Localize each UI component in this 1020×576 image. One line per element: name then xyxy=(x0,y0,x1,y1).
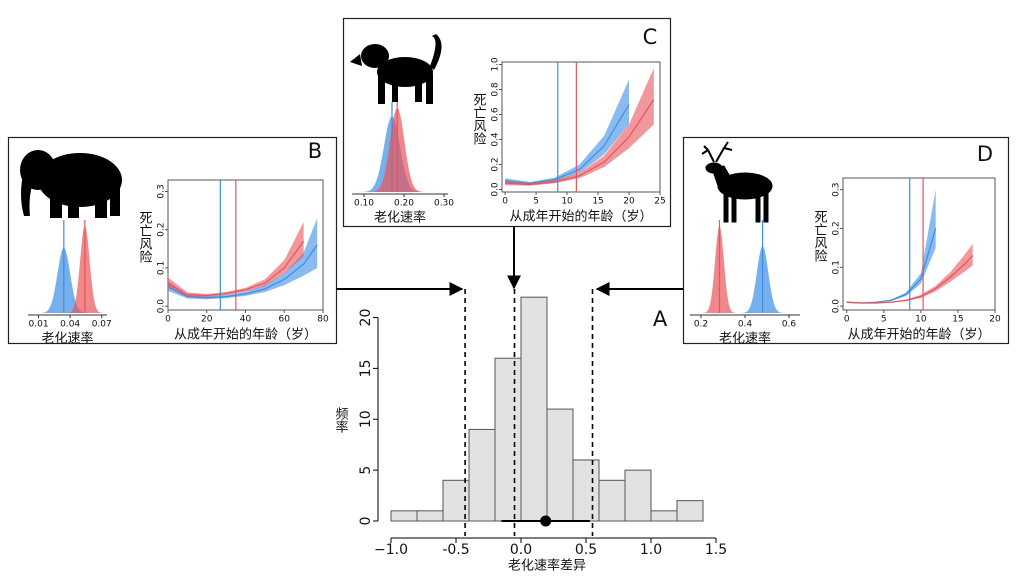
x-tick-label: 10 xyxy=(561,197,573,207)
x-tick-label: 0 xyxy=(844,315,850,325)
x-axis-label: 从成年开始的年龄（岁） xyxy=(509,209,652,225)
x-tick-label: 0.6 xyxy=(782,320,797,330)
x-tick-label: 0.04 xyxy=(60,320,80,330)
x-tick-label: 0.07 xyxy=(92,320,112,330)
y-tick-label: 0.2 xyxy=(491,157,501,171)
y-axis-label: 死亡风险 xyxy=(471,93,487,145)
x-tick-label: 15 xyxy=(592,197,603,207)
y-tick-label: 0.1 xyxy=(832,260,842,274)
x-tick-label: 60 xyxy=(279,315,291,325)
histogram-bar xyxy=(390,510,418,522)
x-tick-label: 5 xyxy=(881,315,887,325)
panel-letter: B xyxy=(308,139,322,163)
confidence-band xyxy=(168,218,318,300)
mortality-line xyxy=(505,104,630,184)
histogram-bar xyxy=(624,469,652,522)
x-tick-label: 0.01 xyxy=(29,320,49,330)
density-curve xyxy=(690,226,800,313)
x-tick-label: 40 xyxy=(240,315,252,325)
y-tick-label: 0.3 xyxy=(832,182,842,196)
mortality-line xyxy=(846,255,974,304)
y-axis-label: 死亡风险 xyxy=(137,211,153,263)
confidence-band xyxy=(505,79,630,185)
histogram-bar xyxy=(416,510,444,522)
density-curve xyxy=(28,247,107,313)
y-tick-label: 0.3 xyxy=(157,184,167,198)
plot-frame xyxy=(842,177,996,311)
x-tick-label: 25 xyxy=(654,197,665,207)
histogram-bar xyxy=(546,408,574,522)
point-estimate xyxy=(540,515,552,527)
confidence-band xyxy=(168,222,304,297)
y-tick-label: 0.2 xyxy=(157,223,167,237)
x-axis-label: 从成年开始的年龄（岁） xyxy=(847,327,990,343)
deer-icon xyxy=(701,141,773,223)
x-tick-label: 80 xyxy=(317,315,329,325)
x-axis-label: 老化速率 xyxy=(374,210,426,226)
y-tick-label: 0.8 xyxy=(491,82,501,97)
x-tick-label: 1.5 xyxy=(705,542,727,558)
y-tick-label: 15 xyxy=(358,359,374,377)
x-tick-label: 20 xyxy=(201,315,213,325)
x-tick-label: 0.5 xyxy=(575,542,597,558)
histogram-bar xyxy=(676,500,704,522)
y-tick-label: 0.0 xyxy=(491,182,501,197)
x-tick-label: 0.4 xyxy=(738,320,753,330)
density-curve xyxy=(28,226,107,313)
x-tick-label: 15 xyxy=(952,315,963,325)
x-tick-label: 0 xyxy=(165,315,171,325)
x-tick-label: 0.20 xyxy=(394,199,414,209)
panel-letter: A xyxy=(653,307,668,331)
plot-frame xyxy=(501,61,661,193)
confidence-band xyxy=(505,68,654,186)
x-tick-label: 0.2 xyxy=(694,320,708,330)
panel-letter: D xyxy=(977,142,993,166)
baboon-icon xyxy=(350,34,442,104)
x-tick-label: 20 xyxy=(623,197,635,207)
y-tick-label: 0.2 xyxy=(832,221,842,235)
x-axis-label: 老化速率 xyxy=(41,331,93,347)
x-tick-label: -0.5 xyxy=(442,542,469,558)
y-axis-label: 死亡风险 xyxy=(812,210,828,262)
histogram-bar xyxy=(650,510,678,522)
x-tick-label: 10 xyxy=(915,315,927,325)
y-tick-label: 0 xyxy=(358,517,374,526)
histogram-bar xyxy=(598,479,626,522)
panel-frame xyxy=(682,136,1010,345)
mortality-line xyxy=(505,99,655,186)
x-tick-label: 20 xyxy=(989,315,1001,325)
x-tick-label: 5 xyxy=(533,197,539,207)
y-tick-label: 1.0 xyxy=(491,57,501,72)
y-tick-label: 0.0 xyxy=(832,299,842,314)
y-tick-label: 10 xyxy=(358,410,374,428)
y-axis-label: 频率 xyxy=(333,407,349,433)
y-tick-label: 20 xyxy=(358,309,374,327)
x-tick-label: 0.30 xyxy=(434,199,454,209)
density-curve xyxy=(352,108,448,192)
y-tick-label: 0.4 xyxy=(491,132,501,147)
mortality-line xyxy=(167,244,318,299)
x-tick-label: −1.0 xyxy=(374,542,408,558)
x-tick-label: 0.10 xyxy=(354,199,374,209)
x-axis-label: 从成年开始的年龄（岁） xyxy=(174,327,317,343)
x-axis-label: 老化速率 xyxy=(719,331,771,347)
y-tick-label: 0.0 xyxy=(157,299,167,314)
x-axis-label: 老化速率差异 xyxy=(508,558,586,574)
x-tick-label: 1.0 xyxy=(640,542,662,558)
y-tick-label: 0.1 xyxy=(157,261,167,275)
histogram-bar xyxy=(520,296,548,522)
histogram-bar xyxy=(468,428,496,522)
histogram-bar xyxy=(494,357,522,522)
x-tick-label: 0 xyxy=(502,197,508,207)
histogram-bar xyxy=(572,459,600,522)
y-tick-label: 0.6 xyxy=(491,107,501,122)
elephant-icon xyxy=(20,150,122,218)
y-tick-label: 5 xyxy=(358,466,374,475)
x-tick-label: 0.0 xyxy=(510,542,532,558)
panel-letter: C xyxy=(643,25,658,49)
